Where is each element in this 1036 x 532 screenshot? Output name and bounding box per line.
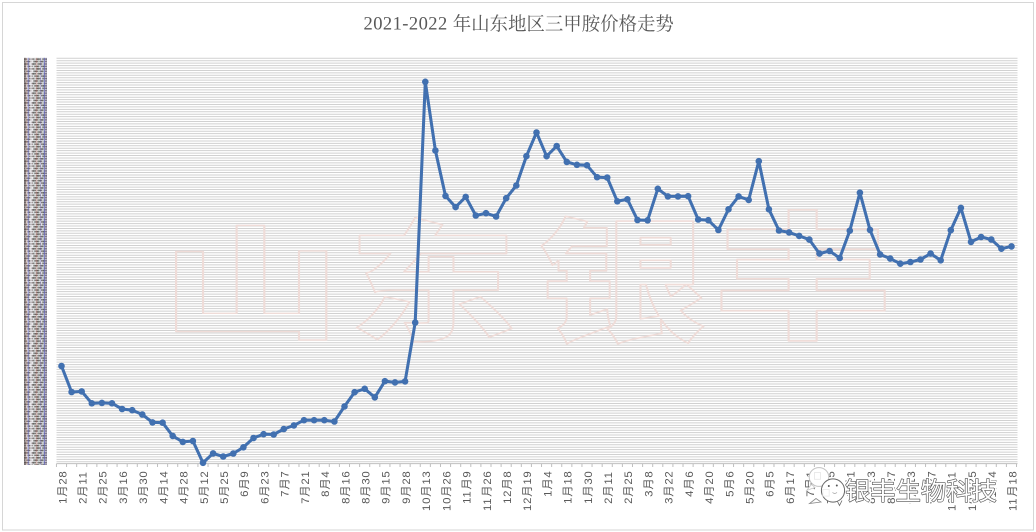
svg-text:26: 26 xyxy=(441,471,453,485)
svg-text:7: 7 xyxy=(300,497,312,504)
svg-text:1: 1 xyxy=(583,497,595,504)
svg-text:8: 8 xyxy=(502,470,514,477)
svg-text:1: 1 xyxy=(542,490,554,497)
svg-text:25: 25 xyxy=(623,471,635,485)
svg-text:8: 8 xyxy=(643,470,655,477)
svg-text:23: 23 xyxy=(259,471,271,485)
svg-text:8: 8 xyxy=(866,497,878,504)
svg-text:4: 4 xyxy=(704,497,716,504)
svg-text:6: 6 xyxy=(724,470,736,477)
svg-text:25: 25 xyxy=(98,471,110,485)
svg-text:22: 22 xyxy=(664,471,676,485)
svg-text:4: 4 xyxy=(684,490,696,497)
svg-text:2: 2 xyxy=(98,497,110,504)
svg-text:5: 5 xyxy=(745,497,757,504)
svg-text:3: 3 xyxy=(643,490,655,497)
svg-text:19: 19 xyxy=(522,471,534,485)
svg-text:6: 6 xyxy=(684,470,696,477)
svg-text:5: 5 xyxy=(765,470,777,477)
svg-text:14: 14 xyxy=(158,471,170,485)
svg-text:11: 11 xyxy=(603,471,615,484)
svg-text:6: 6 xyxy=(239,490,251,497)
svg-text:12: 12 xyxy=(502,490,514,504)
svg-text:1: 1 xyxy=(846,470,858,477)
svg-text:9: 9 xyxy=(239,470,251,477)
svg-text:8: 8 xyxy=(886,497,898,504)
svg-text:4: 4 xyxy=(158,497,170,504)
svg-text:2: 2 xyxy=(78,497,90,504)
svg-text:9: 9 xyxy=(401,497,413,504)
svg-text:4: 4 xyxy=(179,497,191,504)
svg-text:16: 16 xyxy=(118,471,130,485)
svg-text:6: 6 xyxy=(259,497,271,504)
svg-text:11: 11 xyxy=(78,471,90,484)
svg-text:5: 5 xyxy=(724,490,736,497)
svg-text:10: 10 xyxy=(421,497,433,511)
svg-text:11: 11 xyxy=(1007,498,1019,511)
svg-text:17: 17 xyxy=(785,471,797,485)
svg-text:11: 11 xyxy=(482,498,494,511)
svg-text:26: 26 xyxy=(482,471,494,485)
svg-text:18: 18 xyxy=(1007,471,1019,485)
svg-text:4: 4 xyxy=(320,470,332,477)
svg-text:3: 3 xyxy=(118,497,130,504)
svg-text:30: 30 xyxy=(138,471,150,485)
svg-text:2: 2 xyxy=(603,497,615,504)
svg-text:15: 15 xyxy=(381,471,393,485)
svg-text:7: 7 xyxy=(280,470,292,477)
svg-text:4: 4 xyxy=(987,470,999,477)
svg-text:1: 1 xyxy=(563,497,575,504)
svg-text:6: 6 xyxy=(765,490,777,497)
svg-text:28: 28 xyxy=(401,471,413,485)
svg-text:4: 4 xyxy=(542,470,554,477)
svg-text:3: 3 xyxy=(138,497,150,504)
svg-text:5: 5 xyxy=(199,497,211,504)
svg-text:9: 9 xyxy=(462,470,474,477)
svg-text:13: 13 xyxy=(421,471,433,485)
svg-text:28: 28 xyxy=(179,471,191,485)
svg-text:9: 9 xyxy=(381,497,393,504)
svg-text:2021-2022: 2021-2022 xyxy=(364,15,448,35)
svg-text:11: 11 xyxy=(462,491,474,504)
svg-text:5: 5 xyxy=(219,497,231,504)
svg-text:12: 12 xyxy=(199,471,211,485)
svg-text:21: 21 xyxy=(300,471,312,485)
svg-text:8: 8 xyxy=(340,497,352,504)
svg-text:10: 10 xyxy=(441,497,453,511)
svg-text:6: 6 xyxy=(785,497,797,504)
svg-text:18: 18 xyxy=(563,471,575,485)
svg-text:8: 8 xyxy=(360,497,372,504)
svg-text:25: 25 xyxy=(219,471,231,485)
svg-text:2: 2 xyxy=(623,497,635,504)
svg-text:7: 7 xyxy=(805,490,817,497)
svg-text:28: 28 xyxy=(57,471,69,485)
svg-text:12: 12 xyxy=(522,497,534,511)
svg-text:1: 1 xyxy=(57,497,69,504)
svg-text:7: 7 xyxy=(280,490,292,497)
svg-text:8: 8 xyxy=(320,490,332,497)
svg-text:30: 30 xyxy=(360,471,372,485)
svg-text:20: 20 xyxy=(704,471,716,485)
svg-text:16: 16 xyxy=(340,471,352,485)
svg-text:20: 20 xyxy=(745,471,757,485)
svg-text:3: 3 xyxy=(664,497,676,504)
svg-text:30: 30 xyxy=(583,471,595,485)
